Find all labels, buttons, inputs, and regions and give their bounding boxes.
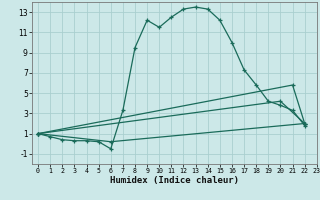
X-axis label: Humidex (Indice chaleur): Humidex (Indice chaleur) — [110, 176, 239, 185]
